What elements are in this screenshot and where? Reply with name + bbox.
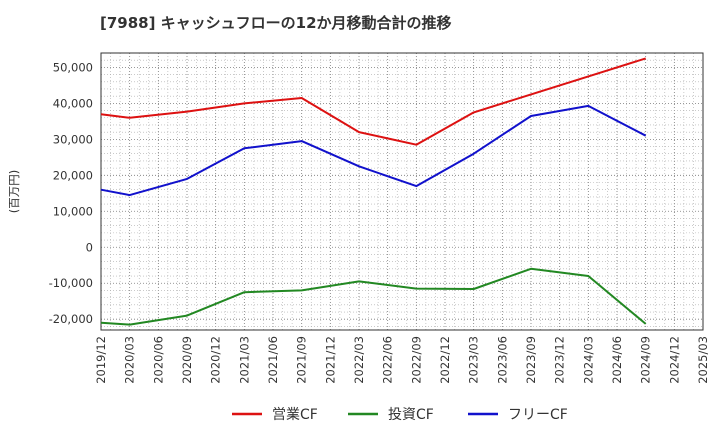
- x-tick-label: 2024/12: [667, 336, 681, 384]
- x-tick-label: 2021/12: [323, 336, 337, 384]
- x-tick-label: 2023/09: [524, 336, 538, 384]
- y-tick-label: 0: [86, 240, 93, 254]
- series-line-3: [100, 104, 647, 197]
- x-tick-label: 2020/03: [123, 336, 137, 384]
- y-tick-label: 40,000: [53, 96, 93, 110]
- plot-border: [100, 52, 704, 331]
- x-tick-label: 2020/06: [151, 336, 165, 384]
- legend-label-1: 営業CF: [272, 407, 318, 423]
- x-tick-label: 2024/06: [610, 336, 624, 384]
- legend-label-3: フリーCF: [508, 407, 568, 423]
- series-line-1: [100, 57, 646, 146]
- chart-title: [7988] キャッシュフローの12か月移動合計の推移: [100, 14, 452, 32]
- legend-label-2: 投資CF: [388, 407, 434, 423]
- x-tick-label: 2021/09: [295, 336, 309, 384]
- x-tick-label: 2022/09: [409, 336, 423, 384]
- y-tick-label: 10,000: [53, 204, 93, 218]
- x-tick-label: 2020/12: [209, 336, 223, 384]
- x-tick-label: 2023/03: [467, 336, 481, 384]
- y-tick-label: 20,000: [53, 168, 93, 182]
- x-tick-label: 2021/06: [266, 336, 280, 384]
- y-tick-label: 30,000: [53, 132, 93, 146]
- y-axis-label: (百万円): [7, 170, 21, 213]
- y-tick-label: -20,000: [49, 312, 93, 326]
- x-tick-label: 2021/03: [237, 336, 251, 384]
- x-tick-label: 2022/03: [352, 336, 366, 384]
- y-tick-label: 50,000: [53, 60, 93, 74]
- x-tick-label: 2019/12: [94, 336, 108, 384]
- x-tick-label: 2025/03: [696, 336, 710, 384]
- y-tick-label: -10,000: [49, 276, 93, 290]
- x-tick-label: 2024/09: [639, 336, 653, 384]
- plot-area: [101, 53, 703, 330]
- x-tick-label: 2024/03: [581, 336, 595, 384]
- x-tick-label: 2020/09: [180, 336, 194, 384]
- series-line-2: [100, 267, 647, 326]
- x-tick-label: 2023/12: [553, 336, 567, 384]
- x-tick-label: 2023/06: [495, 336, 509, 384]
- x-tick-label: 2022/12: [438, 336, 452, 384]
- x-tick-label: 2022/06: [381, 336, 395, 384]
